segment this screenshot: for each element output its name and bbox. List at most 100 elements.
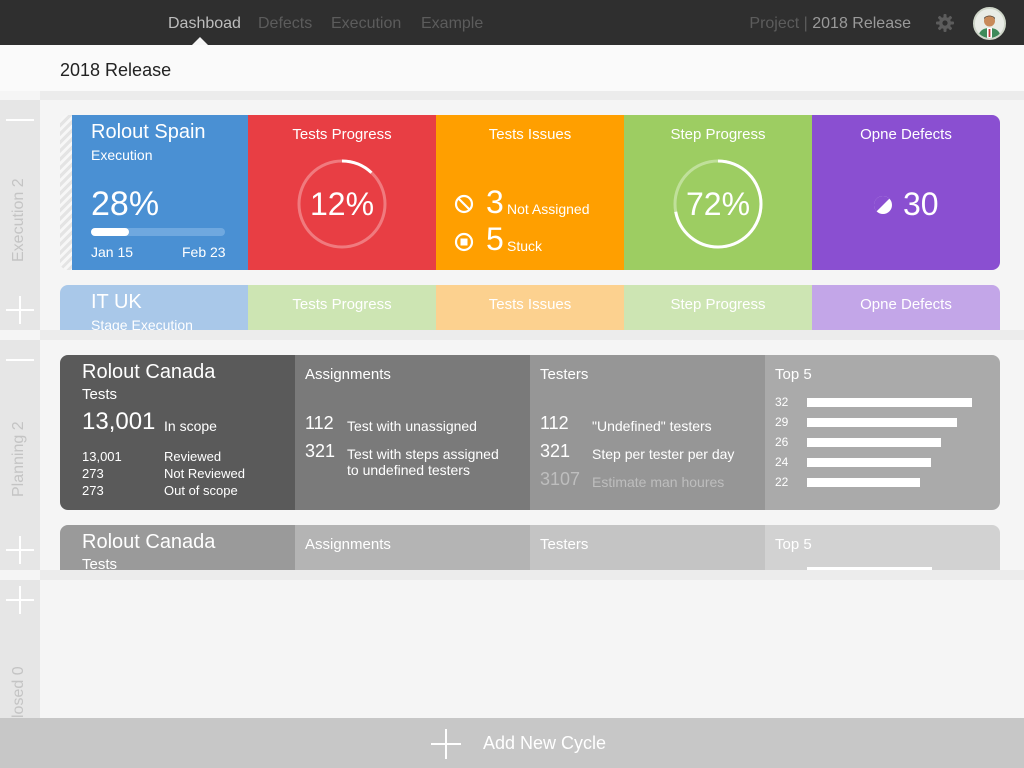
not-assigned-count: 3: [486, 184, 504, 220]
tests-issues-panel[interactable]: Tests Issues 3 Not Assigned 5 Stuck: [436, 115, 624, 270]
section-band-top: [40, 91, 1024, 100]
cycle-progress-track: [91, 228, 225, 236]
top5-bar: [807, 458, 931, 467]
tests-issues-panel[interactable]: Tests Issues: [436, 285, 624, 330]
section-divider: [40, 570, 1024, 580]
testers-panel[interactable]: Testers 112 "Undefined" testers 321 Step…: [530, 355, 765, 510]
step-progress-ring: [673, 159, 763, 249]
plan-summary: Rolout Canada Tests 13,001 In scope 13,0…: [60, 355, 295, 510]
undefined-testers-count: 112: [540, 413, 569, 433]
undefined-testers-label: "Undefined" testers: [592, 418, 712, 434]
add-cycle-bar[interactable]: [0, 718, 1024, 768]
top5-chart: 32 29 26 24 22: [765, 355, 1000, 510]
testers-title: Testers: [540, 366, 589, 383]
not-reviewed-value: 273: [82, 466, 104, 481]
project-value: 2018 Release: [812, 15, 911, 32]
plan-summary: Rolout Canada Tests: [60, 525, 295, 570]
add-execution-button[interactable]: [0, 290, 40, 330]
stuck-label: Stuck: [507, 238, 543, 254]
section-divider: [40, 330, 1024, 340]
undefined-steps-label: Test with steps assigned to undefined te…: [347, 446, 499, 478]
cycle-type: Stage Execution: [91, 317, 193, 330]
execution-card-it-uk[interactable]: IT UK Stage Execution Tests Progress Tes…: [60, 285, 1000, 330]
out-of-scope-label: Out of scope: [164, 483, 238, 498]
plan-subtitle: Tests: [82, 386, 118, 403]
active-tab-indicator: [192, 37, 208, 45]
cycle-summary: IT UK Stage Execution: [60, 285, 248, 330]
closed-section-label: losed 0: [10, 666, 27, 718]
top5-value: 32: [775, 395, 789, 409]
planning-section-label: Planning 2: [10, 421, 27, 497]
tests-issues-title: Tests Issues: [488, 126, 572, 143]
tests-progress-panel[interactable]: Tests Progress 12%: [248, 115, 436, 270]
plan-total-label: In scope: [164, 418, 217, 434]
tests-progress-panel[interactable]: Tests Progress: [248, 285, 436, 330]
top5-title: Top 5: [775, 366, 812, 383]
not-assigned-label: Not Assigned: [507, 201, 590, 217]
top5-bar: [807, 438, 941, 447]
cycle-name: Rolout Spain: [91, 121, 206, 143]
drag-handle[interactable]: [60, 115, 72, 270]
testers-title: Testers: [540, 536, 589, 553]
tab-defects[interactable]: Defects: [258, 15, 313, 32]
page-title: 2018 Release: [60, 60, 172, 80]
top5-bar: [807, 478, 920, 487]
step-progress-panel[interactable]: Step Progress: [624, 285, 812, 330]
add-planning-button[interactable]: [0, 530, 40, 570]
avatar[interactable]: [973, 7, 1006, 40]
planning-card-rolout-canada[interactable]: Rolout Canada Tests 13,001 In scope 13,0…: [60, 355, 1000, 510]
man-hours-label: Estimate man houres: [592, 474, 725, 490]
man-hours-count: 3107: [540, 469, 581, 489]
user-avatar-icon: [975, 9, 1004, 38]
unassigned-label: Test with unassigned: [347, 418, 477, 434]
step-progress-value: 72%: [685, 186, 751, 222]
cycle-end-date: Feb 23: [182, 244, 226, 260]
open-defects-title: Opne Defects: [860, 296, 952, 313]
tab-dashboard[interactable]: Dashboad: [168, 15, 241, 32]
top5-value: 22: [775, 475, 789, 489]
top5-title: Top 5: [775, 536, 812, 553]
cycle-progress-fill: [91, 228, 129, 236]
cycle-percent: 28%: [91, 185, 160, 223]
planning-card-rolout-canada-2[interactable]: Rolout Canada Tests Assignments Testers …: [60, 525, 1000, 570]
open-defects-panel[interactable]: Opne Defects 30: [812, 115, 1000, 270]
assignments-title: Assignments: [305, 536, 391, 553]
reviewed-label: Reviewed: [164, 449, 222, 464]
open-defects-title: Opne Defects: [860, 126, 952, 143]
gear-icon[interactable]: [935, 13, 955, 33]
assignments-panel[interactable]: Assignments: [295, 525, 530, 570]
tests-progress-title: Tests Progress: [292, 296, 392, 313]
steps-per-tester-label: Step per tester per day: [592, 446, 735, 462]
sub-header: [0, 45, 1024, 91]
add-new-cycle-button[interactable]: Add New Cycle: [483, 733, 607, 753]
tab-example[interactable]: Example: [421, 15, 484, 32]
open-defects-panel[interactable]: Opne Defects: [812, 285, 1000, 330]
assignments-panel[interactable]: Assignments 112 Test with unassigned 321…: [295, 355, 530, 510]
execution-section-label: Execution 2: [10, 178, 27, 262]
step-progress-title: Step Progress: [670, 296, 766, 313]
undefined-steps-count: 321: [305, 441, 336, 461]
cycle-name: IT UK: [91, 291, 142, 313]
plan-total: 13,001: [82, 408, 156, 435]
tests-progress-title: Tests Progress: [292, 126, 392, 143]
tests-progress-ring: [297, 159, 387, 249]
plan-subtitle: Tests: [82, 556, 118, 570]
expand-closed-button[interactable]: [0, 580, 40, 620]
assignments-title: Assignments: [305, 366, 391, 383]
cycle-summary: Rolout Spain Execution 28% Jan 15 Feb 23: [72, 115, 248, 270]
collapse-execution-button[interactable]: [0, 100, 40, 140]
cycle-type: Execution: [91, 147, 153, 163]
top5-panel[interactable]: Top 5 32 29 26 24 22: [765, 355, 1000, 510]
open-defects-count: 30: [903, 186, 939, 222]
execution-card-rolout-spain[interactable]: Rolout Spain Execution 28% Jan 15 Feb 23…: [60, 115, 1000, 270]
top5-panel[interactable]: Top 5: [765, 525, 1000, 570]
step-progress-panel[interactable]: Step Progress 72%: [624, 115, 812, 270]
reviewed-value: 13,001: [82, 449, 122, 464]
collapse-planning-button[interactable]: [0, 340, 40, 380]
plan-name: Rolout Canada: [82, 531, 216, 553]
project-selector[interactable]: Project | 2018 Release: [749, 15, 911, 32]
tab-execution[interactable]: Execution: [331, 15, 402, 32]
tests-issues-title: Tests Issues: [488, 296, 572, 313]
project-label: Project: [749, 15, 800, 32]
testers-panel[interactable]: Testers: [530, 525, 765, 570]
